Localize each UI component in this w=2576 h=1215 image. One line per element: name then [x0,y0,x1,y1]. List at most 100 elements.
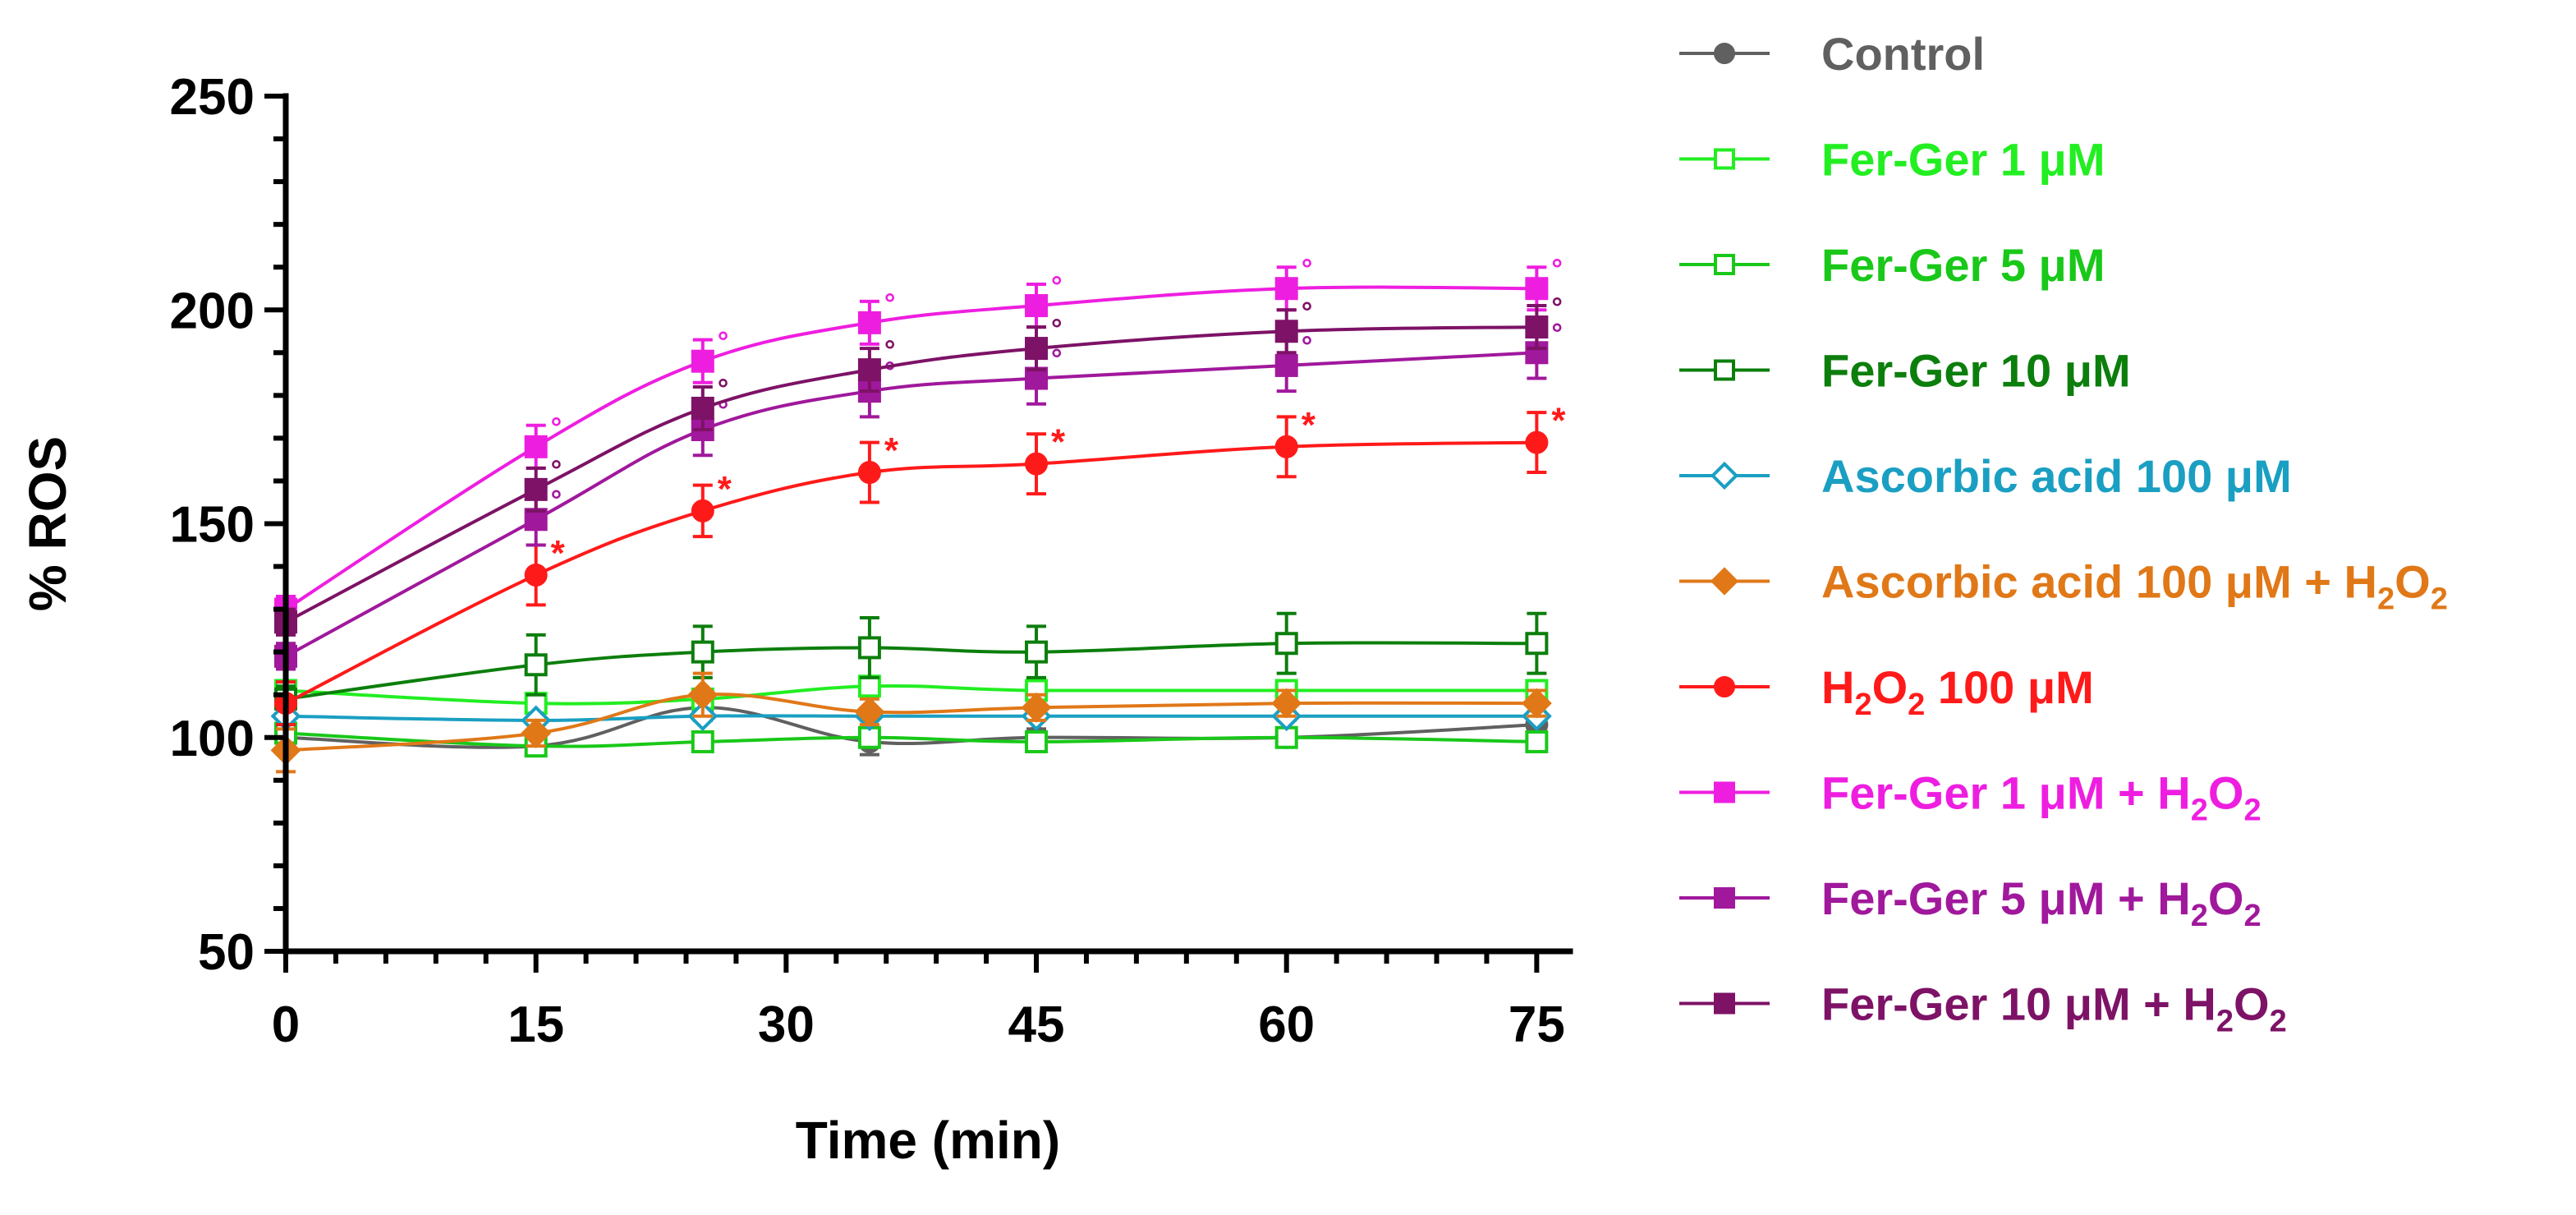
legend-label-part: Control [1821,28,1985,80]
x-tick-label: 0 [272,996,300,1053]
data-point [691,640,714,664]
data-point [1274,435,1298,458]
data-point [1525,430,1549,454]
series-line [284,285,1537,611]
legend-item: Fer-Ger 1 μM [1679,134,2105,186]
legend-item: Fer-Ger 5 μM [1679,239,2105,291]
legend-marker [1714,887,1735,909]
significance-mark: * [884,430,899,471]
series-group: °°°°°° [274,318,1563,671]
significance-mark: ° [1302,331,1313,362]
data-point [1274,277,1298,301]
legend-label: Fer-Ger 5 μM + H2O2 [1821,872,2261,933]
significance-mark: ° [884,335,896,366]
significance-mark: * [1051,422,1066,463]
legend-label-subscript: 2 [2243,794,2261,828]
data-point [691,499,714,522]
data-point [1025,366,1049,390]
legend-marker [1714,676,1735,697]
significance-mark: ° [551,485,562,516]
series-group [270,701,1552,736]
legend-item: Control [1679,28,1985,80]
data-point [1025,729,1049,753]
series-group [270,671,1552,774]
significance-mark: ° [884,288,896,320]
legend-item: Fer-Ger 5 μM + H2O2 [1679,872,2261,933]
legend-label-part: Fer-Ger 1 μM + H [1821,767,2191,819]
legend-item: Ascorbic acid 100 μM [1679,450,2292,502]
data-point [1525,632,1549,656]
legend-marker [1714,148,1735,170]
legend-label-subscript: 2 [2191,899,2208,933]
x-tick-label: 15 [507,996,564,1053]
significance-mark: ° [1551,318,1563,349]
legend: Control Fer-Ger 1 μM Fer-Ger 5 μM Fer-Ger 1… [1679,28,2448,1039]
legend-label-part: Fer-Ger 10 μM + H [1821,978,2216,1030]
legend-item: Fer-Ger 10 μM [1679,345,2131,397]
y-tick-label: 100 [170,711,255,767]
series-group [274,674,1549,716]
legend-label-part: O [2208,872,2244,924]
significance-mark: ° [1051,314,1063,345]
legend-label-part: 100 μM [1925,661,2093,713]
significance-mark: * [718,469,732,509]
series-group [274,611,1549,714]
data-point [691,396,714,420]
data-point [1274,632,1298,656]
legend-label-subscript: 2 [2377,582,2395,617]
significance-mark: * [1551,401,1566,441]
significance-mark: * [551,533,566,573]
legend-marker [1710,567,1739,596]
legend-label-part: Fer-Ger 10 μM [1821,345,2131,397]
legend-label-subscript: 2 [1908,688,1925,722]
series-group: °°°°°° [274,254,1563,624]
legend-label: Ascorbic acid 100 μM [1821,450,2292,502]
data-point [1525,315,1549,339]
series-line [285,325,1537,624]
series-line [285,440,1537,705]
data-point [1274,353,1298,377]
data-point [524,477,548,501]
data-point [524,435,548,458]
y-tick-label: 250 [170,69,255,126]
legend-label-part: Ascorbic acid 100 μM [1821,450,2292,502]
data-point [1025,452,1049,476]
y-axis-label: % ROS [18,436,77,611]
data-point [524,563,548,587]
legend-label-part: Fer-Ger 5 μM [1821,239,2105,291]
legend-label: H2O2 100 μM [1821,661,2094,722]
significance-mark: ° [1551,292,1563,324]
data-point [1271,688,1302,719]
data-point [1025,640,1049,664]
significance-mark: ° [1051,271,1063,302]
legend-label: Ascorbic acid 100 μM + H2O2 [1821,556,2448,617]
data-point [854,697,885,727]
series-line [285,683,1537,706]
significance-mark: * [1302,405,1316,445]
significance-mark: ° [551,455,562,486]
data-point [857,461,881,485]
data-point [1521,688,1552,719]
legend-label: Fer-Ger 5 μM [1821,239,2105,291]
x-tick-label: 30 [758,996,815,1053]
legend-label-part: O [2395,556,2431,608]
significance-mark: ° [718,374,729,405]
data-point [687,679,719,711]
significance-mark: ° [1302,297,1313,328]
legend-label-part: H [1821,661,1854,713]
data-point [857,674,881,698]
data-point [1525,729,1549,753]
significance-mark: ° [551,412,562,444]
data-point [524,508,548,532]
data-point [1025,337,1049,361]
series-group [274,721,1549,758]
y-tick-label: 150 [170,497,255,554]
x-axis-label: Time (min) [796,1111,1060,1170]
legend-label-subscript: 2 [2431,582,2448,617]
legend-marker [1714,992,1735,1015]
data-point [857,311,881,334]
x-tick-label: 75 [1508,996,1565,1053]
legend-label-part: Fer-Ger 1 μM [1821,134,2105,186]
legend-marker [1714,43,1735,64]
